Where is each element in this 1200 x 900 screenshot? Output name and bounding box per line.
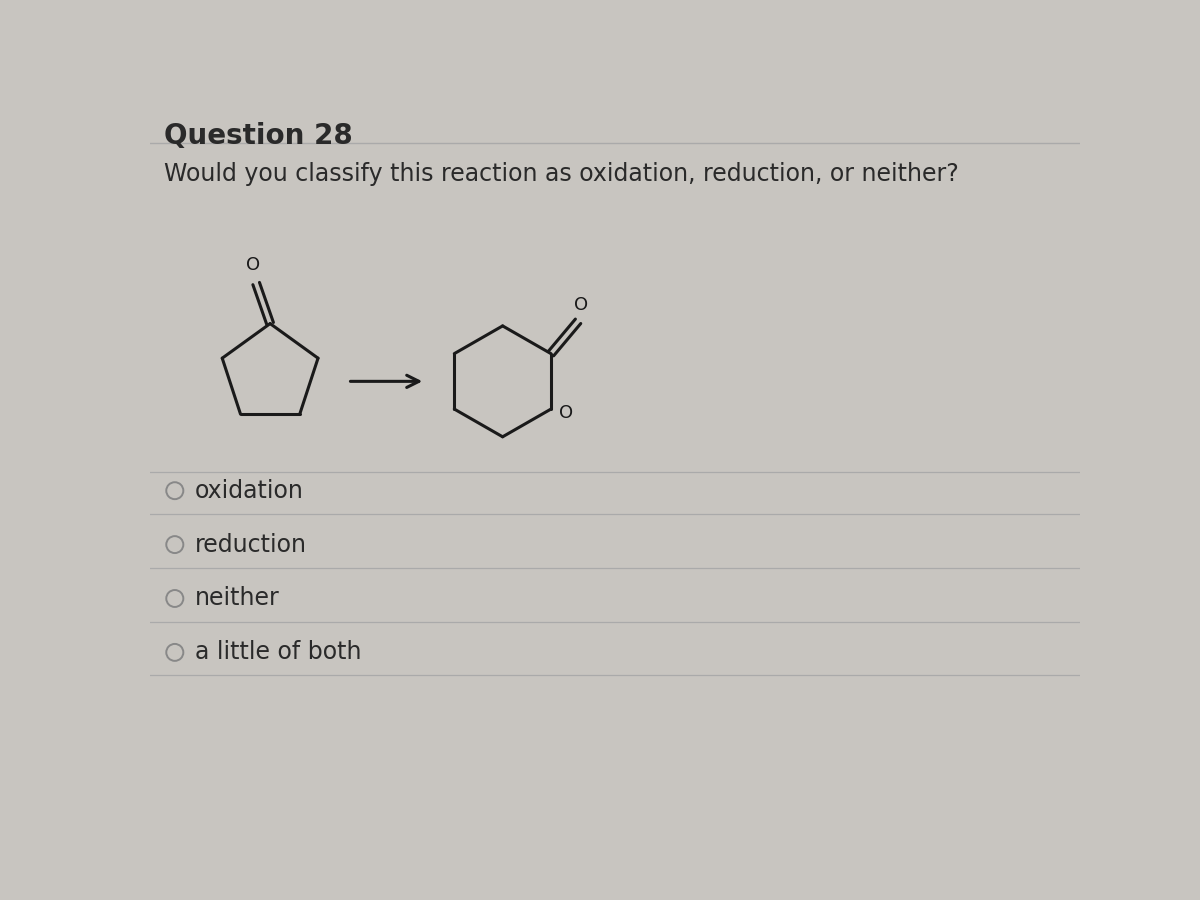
Text: O: O <box>574 295 588 313</box>
Text: Would you classify this reaction as oxidation, reduction, or neither?: Would you classify this reaction as oxid… <box>164 162 959 186</box>
Text: a little of both: a little of both <box>194 641 361 664</box>
Text: oxidation: oxidation <box>194 479 304 503</box>
Text: O: O <box>246 256 260 274</box>
Text: neither: neither <box>194 587 280 610</box>
Text: Question 28: Question 28 <box>164 122 353 150</box>
Text: O: O <box>559 404 574 422</box>
Text: reduction: reduction <box>194 533 307 556</box>
